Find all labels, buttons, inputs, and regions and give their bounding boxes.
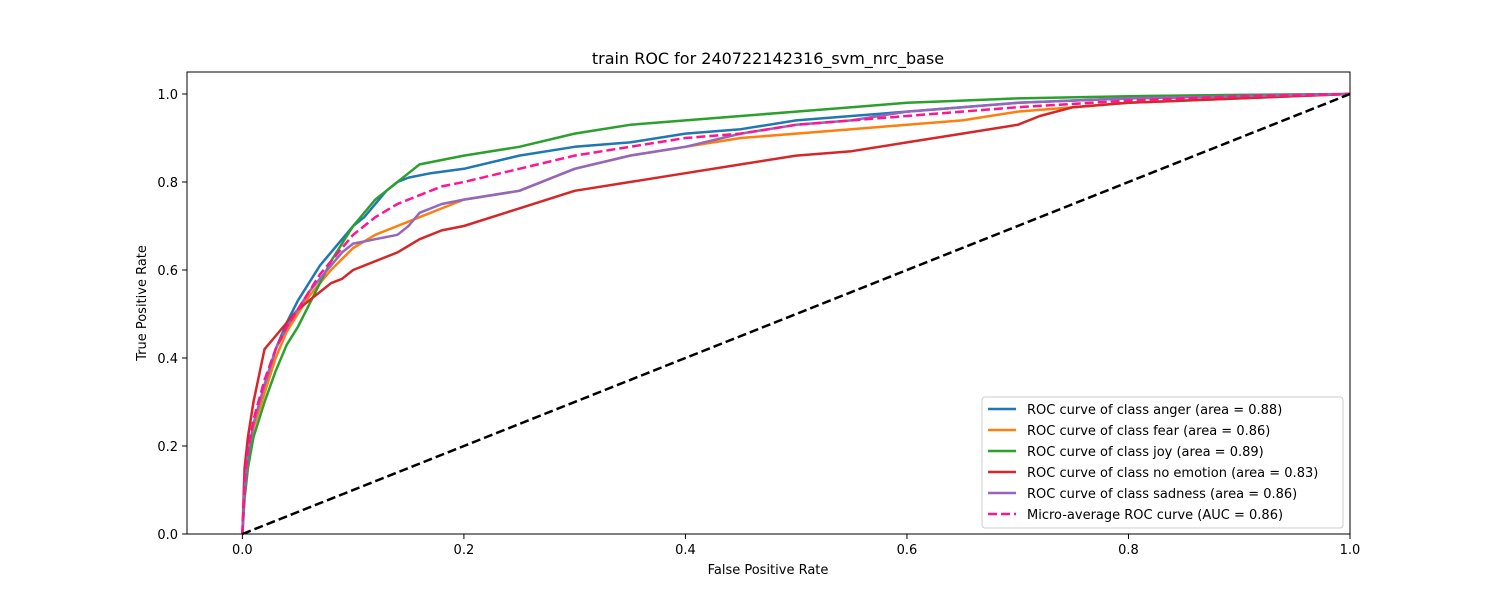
x-tick-label: 0.6 bbox=[897, 543, 918, 558]
x-tick-label: 0.2 bbox=[454, 543, 475, 558]
x-tick-label: 0.4 bbox=[675, 543, 696, 558]
y-axis-ticks: 0.0 0.2 0.4 0.6 0.8 1.0 bbox=[157, 88, 187, 543]
legend-label: Micro-average ROC curve (AUC = 0.86) bbox=[1027, 508, 1283, 523]
y-tick-label: 0.0 bbox=[157, 528, 178, 543]
x-tick-label: 1.0 bbox=[1340, 543, 1361, 558]
series-line-5 bbox=[241, 92, 1351, 535]
x-tick-label: 0.0 bbox=[232, 543, 253, 558]
legend-label: ROC curve of class sadness (area = 0.86) bbox=[1027, 487, 1297, 502]
y-tick-label: 0.8 bbox=[157, 176, 178, 191]
legend: ROC curve of class anger (area = 0.88) RO… bbox=[981, 396, 1344, 529]
y-tick-label: 1.0 bbox=[157, 88, 178, 103]
legend-items: ROC curve of class anger (area = 0.88) RO… bbox=[988, 403, 1318, 523]
series-line-4 bbox=[241, 92, 1351, 535]
y-axis-label: True Positive Rate bbox=[135, 245, 150, 362]
series-line-3 bbox=[241, 92, 1351, 535]
curves bbox=[241, 92, 1351, 536]
chance-diagonal-line bbox=[241, 92, 1351, 536]
legend-box bbox=[981, 396, 1344, 529]
chart-title: train ROC for 240722142316_svm_nrc_base bbox=[592, 49, 944, 69]
y-tick-label: 0.2 bbox=[157, 440, 178, 455]
series-line-2 bbox=[241, 92, 1351, 535]
legend-label: ROC curve of class joy (area = 0.89) bbox=[1027, 445, 1264, 460]
y-tick-label: 0.4 bbox=[157, 352, 178, 367]
x-tick-label: 0.8 bbox=[1118, 543, 1139, 558]
x-axis-label: False Positive Rate bbox=[708, 563, 829, 578]
x-axis-ticks: 0.0 0.2 0.4 0.6 0.8 1.0 bbox=[232, 534, 1360, 558]
legend-label: ROC curve of class anger (area = 0.88) bbox=[1027, 403, 1282, 418]
series-line-1 bbox=[241, 92, 1351, 535]
legend-label: ROC curve of class fear (area = 0.86) bbox=[1027, 424, 1270, 439]
axes-frame bbox=[186, 71, 1351, 535]
y-tick-label: 0.6 bbox=[157, 264, 178, 279]
legend-label: ROC curve of class no emotion (area = 0.… bbox=[1027, 466, 1318, 481]
